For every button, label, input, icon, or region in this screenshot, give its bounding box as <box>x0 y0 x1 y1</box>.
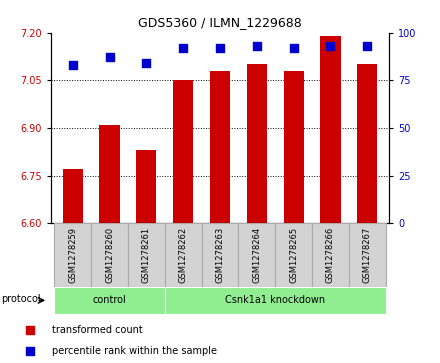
Point <box>69 62 76 68</box>
Text: control: control <box>93 295 126 305</box>
Text: percentile rank within the sample: percentile rank within the sample <box>52 346 217 356</box>
Text: GSM1278263: GSM1278263 <box>216 227 224 283</box>
Bar <box>165 223 202 287</box>
Text: GSM1278261: GSM1278261 <box>142 227 151 283</box>
Point <box>364 43 371 49</box>
Bar <box>136 150 157 223</box>
Bar <box>54 287 165 314</box>
Bar <box>210 71 230 223</box>
Bar <box>320 36 341 223</box>
Bar <box>54 223 91 287</box>
Bar <box>173 80 193 223</box>
Bar <box>283 71 304 223</box>
Bar <box>312 223 349 287</box>
Point <box>253 43 260 49</box>
Point <box>180 45 187 51</box>
Point <box>290 45 297 51</box>
Point <box>27 327 34 333</box>
Point <box>327 43 334 49</box>
Text: GSM1278267: GSM1278267 <box>363 227 372 283</box>
Bar <box>275 223 312 287</box>
Bar <box>99 125 120 223</box>
Point <box>27 348 34 354</box>
Bar <box>91 223 128 287</box>
Text: transformed count: transformed count <box>52 325 143 335</box>
Text: GSM1278264: GSM1278264 <box>252 227 261 283</box>
Bar <box>128 223 165 287</box>
Point <box>106 54 113 60</box>
Point <box>143 60 150 66</box>
Text: protocol: protocol <box>1 294 40 304</box>
Bar <box>349 223 386 287</box>
Bar <box>165 287 386 314</box>
Text: GSM1278265: GSM1278265 <box>289 227 298 283</box>
Bar <box>247 65 267 223</box>
Point <box>216 45 224 51</box>
Bar <box>202 223 238 287</box>
Text: Csnk1a1 knockdown: Csnk1a1 knockdown <box>225 295 325 305</box>
Bar <box>238 223 275 287</box>
Bar <box>357 65 378 223</box>
Text: GSM1278262: GSM1278262 <box>179 227 188 283</box>
Text: GSM1278266: GSM1278266 <box>326 227 335 283</box>
Text: GDS5360 / ILMN_1229688: GDS5360 / ILMN_1229688 <box>138 16 302 29</box>
Bar <box>62 169 83 223</box>
Text: GSM1278260: GSM1278260 <box>105 227 114 283</box>
Text: GSM1278259: GSM1278259 <box>68 227 77 283</box>
